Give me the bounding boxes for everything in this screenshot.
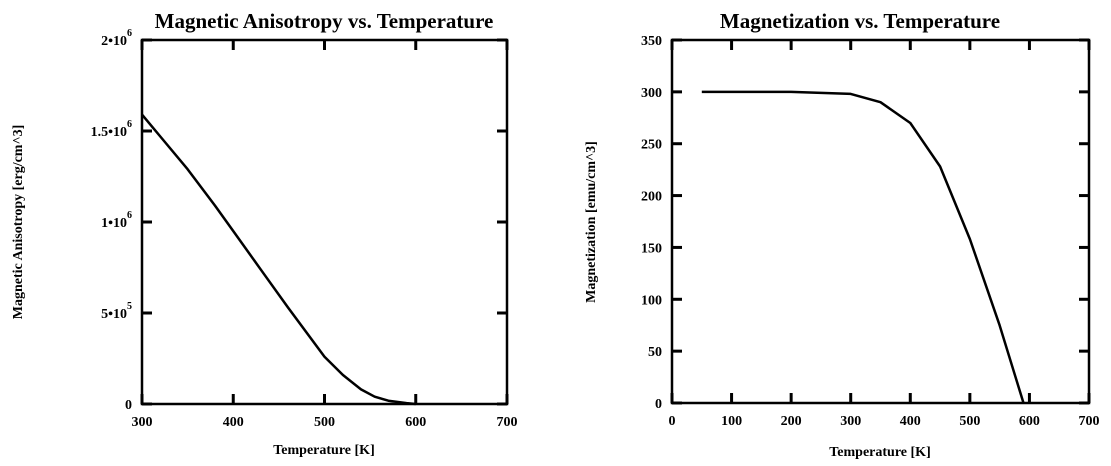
y-tick-label: 350 [641, 34, 662, 49]
x-tick-labels: 0 100 200 300 400 500 600 700 [669, 414, 1100, 429]
plot-frame [670, 38, 1091, 405]
magnetization-chart: Magnetization vs. Temperature 0 100 200 … [584, 9, 1100, 460]
y-tick-label: 5•105 [101, 301, 132, 322]
x-tick-label: 300 [840, 414, 861, 429]
chart-title: Magnetization vs. Temperature [720, 9, 1000, 33]
anisotropy-chart: Magnetic Anisotropy vs. Temperature 300 … [11, 9, 518, 458]
plot-frame [140, 38, 509, 406]
x-tick-label: 500 [314, 415, 335, 430]
x-tick-label: 600 [405, 415, 426, 430]
x-axis-ticks [670, 40, 1091, 403]
x-tick-label: 400 [223, 415, 244, 430]
x-tick-label: 200 [781, 414, 802, 429]
x-tick-label: 600 [1019, 414, 1040, 429]
x-axis-title: Temperature [K] [273, 443, 374, 458]
data-series-line [141, 113, 416, 406]
x-tick-label: 400 [900, 414, 921, 429]
y-tick-label: 1•106 [101, 210, 132, 231]
x-tick-label: 500 [959, 414, 980, 429]
x-axis-title: Temperature [K] [829, 445, 930, 460]
y-axis-title: Magnetic Anisotropy [erg/cm^3] [11, 125, 26, 320]
x-tick-label: 0 [669, 414, 676, 429]
y-axis-ticks [672, 38, 1089, 405]
y-tick-labels: 0 50 100 150 200 250 300 350 [641, 34, 662, 412]
y-tick-labels: 0 5•105 1•106 1.5•106 2•106 [91, 28, 132, 413]
data-series-line [701, 90, 1025, 404]
y-tick-label: 300 [641, 86, 662, 101]
x-axis-ticks [140, 40, 509, 404]
x-tick-labels: 300 400 500 600 700 [132, 415, 518, 430]
y-tick-label: 2•106 [101, 28, 132, 49]
x-tick-label: 100 [721, 414, 742, 429]
y-tick-label: 1.5•106 [91, 119, 132, 140]
x-tick-label: 700 [1079, 414, 1100, 429]
x-tick-label: 300 [132, 415, 153, 430]
chart-title: Magnetic Anisotropy vs. Temperature [155, 9, 494, 33]
y-axis-ticks [142, 38, 507, 406]
y-axis-title: Magnetization [emu/cm^3] [584, 141, 599, 303]
y-tick-label: 250 [641, 138, 662, 153]
x-tick-label: 700 [497, 415, 518, 430]
y-tick-label: 200 [641, 190, 662, 205]
y-tick-label: 150 [641, 241, 662, 256]
y-tick-label: 50 [648, 345, 662, 360]
y-tick-label: 0 [655, 397, 662, 412]
y-tick-label: 0 [125, 398, 132, 413]
y-tick-label: 100 [641, 293, 662, 308]
